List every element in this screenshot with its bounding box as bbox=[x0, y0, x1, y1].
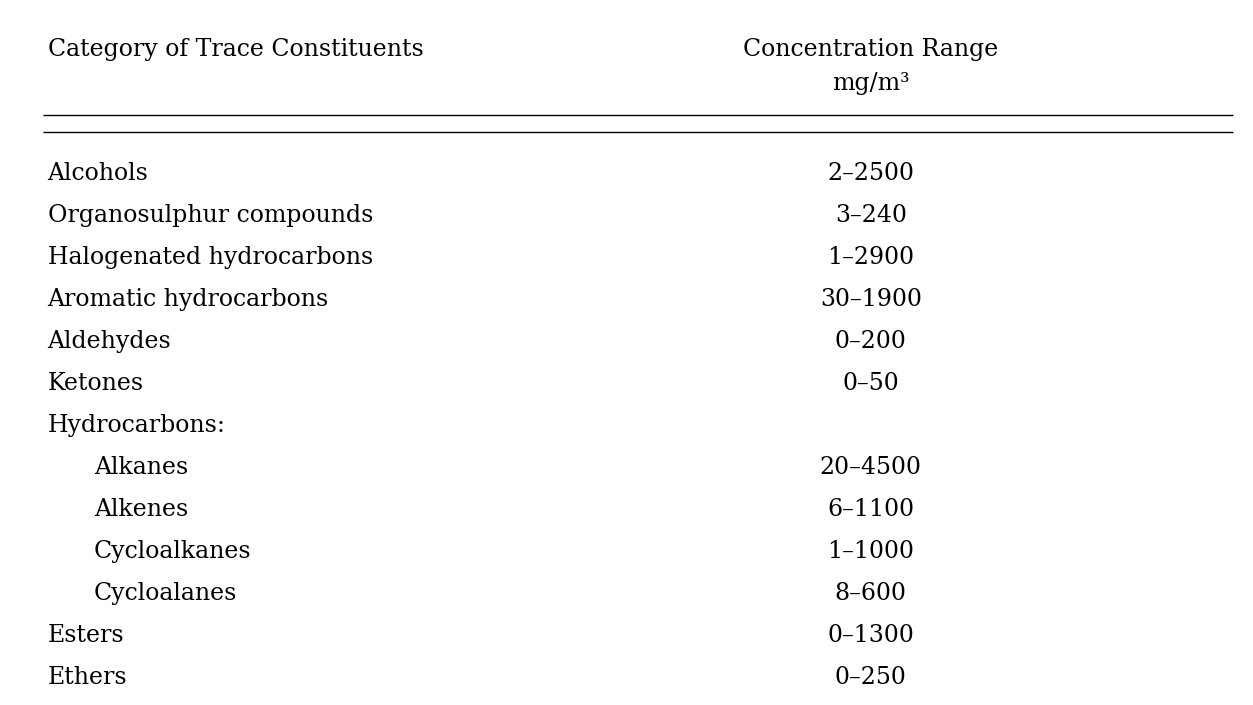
Text: Hydrocarbons:: Hydrocarbons: bbox=[48, 414, 226, 437]
Text: 8–600: 8–600 bbox=[834, 582, 907, 605]
Text: Aldehydes: Aldehydes bbox=[48, 330, 172, 353]
Text: Halogenated hydrocarbons: Halogenated hydrocarbons bbox=[48, 246, 373, 269]
Text: 3–240: 3–240 bbox=[834, 204, 907, 227]
Text: Ketones: Ketones bbox=[48, 372, 144, 395]
Text: 0–1300: 0–1300 bbox=[827, 624, 915, 647]
Text: Concentration Range: Concentration Range bbox=[743, 38, 999, 61]
Text: Cycloalkanes: Cycloalkanes bbox=[94, 540, 252, 563]
Text: Organosulphur compounds: Organosulphur compounds bbox=[48, 204, 373, 227]
Text: 1–2900: 1–2900 bbox=[827, 246, 915, 269]
Text: 0–200: 0–200 bbox=[834, 330, 907, 353]
Text: 0–250: 0–250 bbox=[834, 666, 907, 689]
Text: Alkenes: Alkenes bbox=[94, 498, 188, 521]
Text: Ethers: Ethers bbox=[48, 666, 128, 689]
Text: Aromatic hydrocarbons: Aromatic hydrocarbons bbox=[48, 288, 328, 311]
Text: mg/m³: mg/m³ bbox=[832, 72, 910, 95]
Text: Alcohols: Alcohols bbox=[48, 162, 149, 185]
Text: 2–2500: 2–2500 bbox=[827, 162, 915, 185]
Text: Cycloalanes: Cycloalanes bbox=[94, 582, 237, 605]
Text: Esters: Esters bbox=[48, 624, 124, 647]
Text: 20–4500: 20–4500 bbox=[819, 456, 922, 479]
Text: Alkanes: Alkanes bbox=[94, 456, 188, 479]
Text: Category of Trace Constituents: Category of Trace Constituents bbox=[48, 38, 424, 61]
Text: 1–1000: 1–1000 bbox=[827, 540, 915, 563]
Text: 6–1100: 6–1100 bbox=[827, 498, 915, 521]
Text: 0–50: 0–50 bbox=[842, 372, 900, 395]
Text: 30–1900: 30–1900 bbox=[819, 288, 922, 311]
